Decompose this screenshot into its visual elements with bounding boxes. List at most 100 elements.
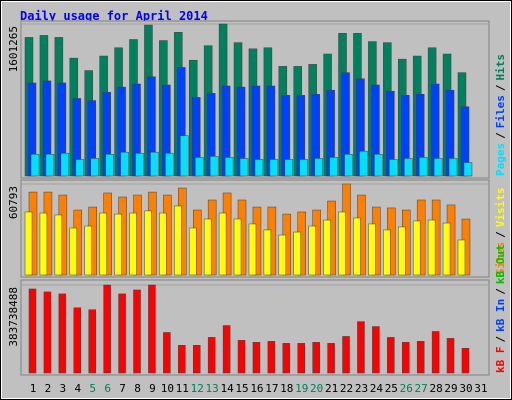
- bar: [357, 321, 365, 374]
- x-tick-label: 23: [355, 382, 368, 395]
- bar: [159, 212, 167, 276]
- x-tick-label: 21: [325, 382, 338, 395]
- y-tick-label: 60793: [7, 186, 20, 219]
- bar: [165, 152, 174, 177]
- legend-entry: Visits: [494, 188, 507, 228]
- bar: [308, 225, 316, 276]
- legend-entry: kB F: [494, 347, 507, 374]
- bar: [299, 159, 308, 177]
- bar: [73, 307, 82, 374]
- bar: [60, 152, 70, 177]
- x-tick-label: 31: [474, 382, 487, 395]
- bar: [329, 157, 338, 177]
- bar: [188, 227, 197, 276]
- bar: [90, 158, 99, 177]
- bar: [207, 337, 216, 374]
- bar: [446, 338, 455, 374]
- bar: [387, 337, 395, 374]
- x-tick-label: 20: [310, 382, 323, 395]
- x-tick-label: 14: [220, 382, 234, 395]
- x-tick-label: 27: [415, 382, 428, 395]
- x-tick-label: 26: [400, 382, 413, 395]
- x-tick-label: 11: [176, 382, 189, 395]
- x-tick-label: 8: [134, 382, 141, 395]
- bar: [416, 341, 425, 374]
- chart-title: Daily usage for April 2014: [20, 9, 208, 23]
- bar: [383, 229, 391, 276]
- bar: [448, 158, 458, 177]
- bar: [105, 154, 114, 177]
- bar: [368, 223, 376, 276]
- bar: [433, 158, 443, 177]
- bar: [135, 152, 144, 177]
- bar: [248, 223, 257, 276]
- bar: [342, 336, 350, 374]
- bar: [344, 154, 353, 177]
- bar: [372, 326, 380, 374]
- bar: [133, 289, 141, 374]
- x-tick-label: 4: [74, 382, 81, 395]
- bar: [218, 212, 227, 276]
- bar: [263, 229, 272, 276]
- legend-entry: kB In: [494, 299, 507, 332]
- legend-separator: /: [494, 132, 507, 139]
- bar: [293, 231, 301, 276]
- x-tick-label: 15: [235, 382, 248, 395]
- legend-separator: /: [494, 336, 507, 343]
- bar: [442, 222, 451, 276]
- bar: [28, 288, 37, 374]
- bar: [120, 151, 129, 177]
- bar: [180, 135, 189, 177]
- x-tick-label: 10: [161, 382, 174, 395]
- bar: [174, 205, 182, 276]
- x-tick-label: 25: [385, 382, 398, 395]
- bar: [278, 234, 287, 276]
- bar: [267, 341, 276, 374]
- bar: [39, 212, 48, 276]
- legend-separator: /: [494, 288, 507, 295]
- bar: [431, 331, 440, 374]
- bar: [463, 162, 473, 177]
- legend-entry: Files: [494, 95, 507, 128]
- legend-separator: /: [494, 84, 507, 91]
- bar: [254, 159, 264, 177]
- x-tick-label: 24: [370, 382, 384, 395]
- x-tick-label: 1: [30, 382, 37, 395]
- y-tick-label: 1601265: [7, 26, 20, 72]
- bar: [192, 345, 201, 374]
- bar: [84, 225, 92, 276]
- bar: [194, 157, 204, 177]
- bar: [222, 325, 231, 374]
- legend-entry: Pages: [494, 143, 507, 176]
- bar: [327, 343, 335, 374]
- bar: [88, 309, 96, 374]
- x-tick-label: 28: [429, 382, 442, 395]
- legend-entry: Sites: [494, 242, 507, 275]
- bar: [45, 154, 55, 177]
- bar: [118, 293, 126, 374]
- bar: [461, 348, 470, 374]
- bar: [418, 157, 428, 177]
- legend: kB F / kB In / kB Out: [494, 244, 507, 373]
- bar: [148, 284, 156, 374]
- x-tick-label: 3: [60, 382, 67, 395]
- bar: [314, 158, 323, 177]
- x-tick-label: 16: [250, 382, 263, 395]
- bar: [163, 332, 171, 374]
- x-tick-label: 17: [265, 382, 278, 395]
- x-tick-label: 6: [104, 382, 111, 395]
- bar: [54, 214, 63, 276]
- bar: [412, 220, 421, 276]
- bar: [237, 340, 246, 374]
- bar: [404, 158, 413, 177]
- bar: [359, 150, 368, 177]
- bar: [398, 226, 406, 276]
- bar: [30, 154, 40, 177]
- bar: [209, 156, 219, 177]
- bar: [75, 159, 85, 177]
- bar: [150, 151, 159, 177]
- bar: [58, 293, 67, 374]
- x-tick-label: 7: [119, 382, 126, 395]
